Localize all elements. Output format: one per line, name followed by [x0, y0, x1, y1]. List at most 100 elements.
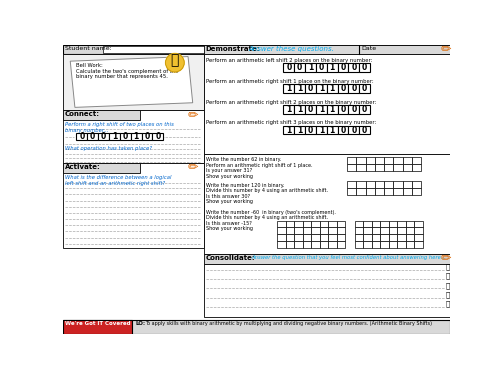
Text: 0: 0 [362, 63, 368, 72]
Bar [204, 154, 450, 255]
Bar [98, 133, 109, 141]
Text: 0: 0 [340, 126, 345, 135]
Bar [412, 188, 422, 195]
Bar [312, 220, 320, 228]
Bar [372, 228, 380, 234]
Text: Perform an arithmetic left shift 2 places on the binary number:: Perform an arithmetic left shift 2 place… [206, 58, 372, 63]
Bar [372, 242, 380, 248]
Bar [414, 228, 423, 234]
Bar [354, 220, 363, 228]
Text: Consolidate:: Consolidate: [206, 255, 256, 261]
Bar [120, 133, 130, 141]
Bar [375, 158, 384, 164]
Text: 0: 0 [308, 105, 313, 114]
Bar [414, 234, 423, 242]
Bar [312, 234, 320, 242]
Bar [62, 320, 450, 334]
Text: ✏: ✏ [188, 162, 198, 175]
Bar [375, 188, 384, 195]
Text: 1: 1 [297, 126, 302, 135]
Bar [338, 63, 348, 72]
Bar [360, 105, 370, 114]
Bar [366, 164, 375, 171]
Text: 0: 0 [340, 63, 345, 72]
Bar [389, 234, 398, 242]
Bar [384, 181, 394, 188]
Bar [142, 133, 152, 141]
Text: Perform a right shift of two places on this
binary number...: Perform a right shift of two places on t… [65, 122, 174, 133]
Bar [328, 242, 337, 248]
Bar [402, 164, 412, 171]
Bar [354, 234, 363, 242]
Text: Divide this number by 4 using an arithmetic shift.: Divide this number by 4 using an arithme… [206, 188, 328, 193]
Bar [356, 181, 366, 188]
Bar [372, 220, 380, 228]
Text: Perform an arithmetic right shift 1 place on the binary number:: Perform an arithmetic right shift 1 plac… [206, 79, 374, 84]
Bar [204, 45, 450, 54]
Bar [366, 188, 375, 195]
Bar [204, 264, 450, 317]
Text: 🏃: 🏃 [446, 282, 450, 288]
Text: 1: 1 [308, 63, 313, 72]
Text: 0: 0 [155, 132, 160, 141]
Bar [366, 158, 375, 164]
Text: Is this answer 30?: Is this answer 30? [206, 194, 250, 199]
Text: ✏: ✏ [441, 252, 452, 266]
Bar [320, 234, 328, 242]
Text: 🏃: 🏃 [446, 300, 450, 307]
Text: 0: 0 [144, 132, 150, 141]
Text: 1: 1 [134, 132, 139, 141]
Text: 1: 1 [318, 105, 324, 114]
Text: Activate:: Activate: [65, 164, 100, 170]
Bar [347, 188, 356, 195]
Bar [375, 181, 384, 188]
Bar [327, 63, 338, 72]
Bar [347, 181, 356, 188]
Bar [380, 228, 389, 234]
Bar [375, 164, 384, 171]
Text: 🚶: 🚶 [446, 273, 450, 279]
Bar [312, 228, 320, 234]
Bar [62, 45, 450, 54]
Bar [363, 242, 372, 248]
Bar [305, 105, 316, 114]
Bar [76, 133, 88, 141]
Bar [363, 234, 372, 242]
Text: 1: 1 [330, 63, 335, 72]
Text: 1: 1 [297, 84, 302, 93]
Bar [320, 228, 328, 234]
Bar [414, 220, 423, 228]
Bar [284, 63, 294, 72]
Bar [109, 133, 120, 141]
Bar [62, 163, 140, 173]
Bar [366, 181, 375, 188]
Text: Answer the question that you feel most confident about answering here...: Answer the question that you feel most c… [252, 255, 446, 260]
Bar [316, 63, 327, 72]
Text: 0: 0 [318, 63, 324, 72]
Bar [372, 234, 380, 242]
Bar [327, 105, 338, 114]
Bar [286, 242, 294, 248]
Bar [312, 242, 320, 248]
Bar [412, 164, 422, 171]
Bar [103, 46, 354, 54]
Bar [356, 164, 366, 171]
Text: Demonstrate:: Demonstrate: [206, 46, 260, 52]
Text: 1: 1 [318, 126, 324, 135]
Bar [406, 242, 414, 248]
Text: Is this answer -15?: Is this answer -15? [206, 220, 252, 225]
Bar [347, 158, 356, 164]
Bar [152, 133, 163, 141]
Bar [406, 228, 414, 234]
Bar [286, 228, 294, 234]
Bar [286, 220, 294, 228]
Bar [277, 234, 285, 242]
Bar [305, 126, 316, 134]
Bar [394, 188, 402, 195]
Bar [402, 158, 412, 164]
Text: Show your working: Show your working [206, 226, 253, 231]
Bar [286, 234, 294, 242]
Bar [303, 228, 312, 234]
Text: ✏: ✏ [188, 110, 198, 122]
Text: 🔔: 🔔 [170, 53, 179, 68]
